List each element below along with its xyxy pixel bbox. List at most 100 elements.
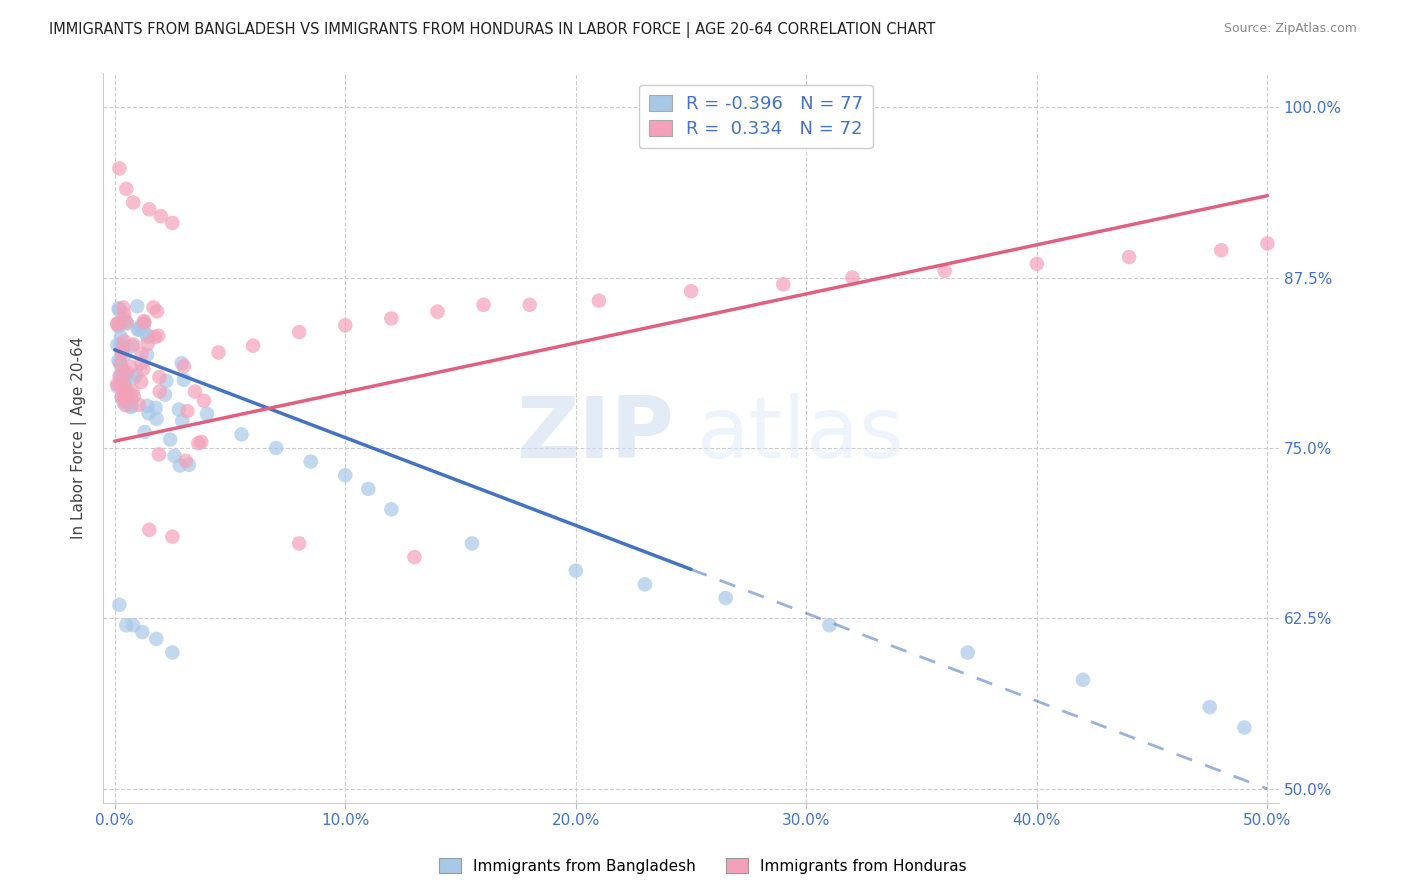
Point (114, 347, 136, 361)
Point (136, 399, 159, 413)
Point (122, 337, 145, 351)
Point (136, 348, 159, 362)
Point (190, 435, 212, 450)
Point (121, 339, 143, 353)
Point (172, 414, 194, 428)
Point (114, 393, 136, 408)
Point (125, 368, 148, 382)
Point (167, 402, 190, 417)
Point (105, 317, 128, 331)
Point (122, 389, 145, 403)
Point (115, 182, 138, 196)
Point (107, 379, 129, 393)
Point (472, 298, 495, 312)
Point (135, 327, 157, 342)
Point (143, 330, 166, 344)
Point (148, 328, 170, 343)
Y-axis label: In Labor Force | Age 20-64: In Labor Force | Age 20-64 (72, 336, 87, 539)
Point (108, 303, 131, 318)
Point (117, 385, 139, 400)
Point (207, 345, 229, 359)
Point (121, 399, 143, 413)
Point (519, 298, 541, 312)
Point (128, 323, 150, 337)
Point (1211, 244, 1233, 258)
Point (110, 337, 132, 351)
Point (461, 536, 484, 550)
Point (131, 347, 153, 361)
Point (149, 209, 172, 223)
Point (114, 391, 136, 405)
Point (841, 270, 863, 285)
Point (146, 304, 169, 318)
Point (115, 618, 138, 632)
Point (193, 393, 215, 408)
Point (111, 343, 134, 358)
Point (142, 301, 165, 315)
Point (173, 373, 195, 387)
Point (565, 564, 588, 578)
Point (121, 384, 143, 399)
Point (115, 366, 138, 380)
Point (1256, 236, 1278, 251)
Point (162, 530, 184, 544)
Point (134, 316, 156, 330)
Point (176, 404, 198, 418)
Point (288, 325, 311, 339)
Point (170, 356, 193, 370)
Point (163, 449, 186, 463)
Point (404, 550, 426, 565)
Point (145, 401, 167, 415)
Point (114, 398, 136, 412)
Point (114, 378, 136, 392)
Point (108, 368, 131, 383)
Point (145, 412, 167, 426)
Point (108, 355, 131, 369)
Point (184, 384, 207, 399)
Point (264, 441, 287, 455)
Point (112, 370, 135, 384)
Point (118, 394, 141, 409)
Point (818, 618, 841, 632)
Point (138, 202, 160, 217)
Point (107, 301, 129, 316)
Point (110, 346, 132, 360)
Point (110, 378, 132, 392)
Point (155, 374, 177, 388)
Point (153, 387, 176, 401)
Point (128, 398, 150, 412)
Point (134, 425, 156, 439)
Point (115, 317, 138, 331)
Point (132, 362, 155, 376)
Point (242, 339, 264, 353)
Point (115, 368, 138, 382)
Point (108, 598, 131, 612)
Point (127, 299, 149, 313)
Point (138, 523, 160, 537)
Point (110, 390, 132, 404)
Point (1071, 673, 1094, 687)
Point (112, 301, 135, 315)
Point (177, 458, 200, 472)
Point (105, 338, 128, 352)
Point (169, 458, 191, 473)
Point (110, 358, 132, 372)
Point (108, 370, 131, 384)
Point (159, 433, 181, 447)
Point (114, 376, 136, 391)
Point (120, 359, 142, 374)
Point (136, 330, 159, 344)
Point (335, 318, 357, 333)
Point (299, 455, 322, 469)
Point (173, 359, 195, 373)
Point (195, 407, 218, 421)
Point (357, 482, 380, 496)
Point (107, 317, 129, 331)
Point (114, 385, 136, 400)
Point (105, 377, 128, 392)
Point (1025, 257, 1047, 271)
Point (136, 337, 159, 351)
Point (112, 307, 135, 321)
Point (132, 318, 155, 332)
Point (149, 384, 172, 399)
